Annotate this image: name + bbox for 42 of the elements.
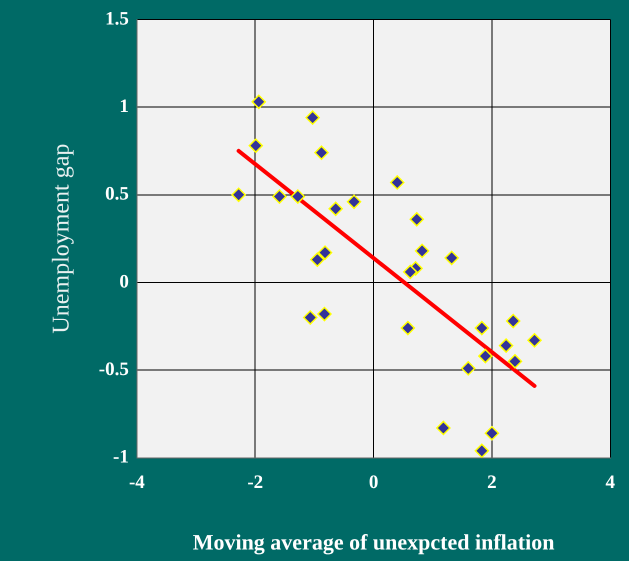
y-tick-label: 0.5 [105,184,129,205]
point [498,338,514,353]
y-tick-label: 0 [119,271,129,292]
x-tick-label: -2 [247,472,264,494]
point [474,320,490,336]
point [410,212,424,227]
x-tick-label: -4 [128,472,146,494]
point [272,189,287,204]
x-axis-title: Moving average of unexpcted inflation [192,529,554,554]
point [444,250,459,266]
point [252,94,266,110]
y-axis-title: Unemployment gap [48,144,75,334]
y-tick-label: -1 [113,446,129,468]
point [346,194,362,210]
y-tick-label: -0.5 [98,359,129,380]
point [305,110,320,125]
point [314,145,329,160]
point [484,426,500,440]
point [390,175,404,190]
point [318,245,332,260]
point [506,314,520,328]
point [508,354,522,369]
point [403,264,418,280]
point [310,252,325,267]
point [460,361,476,376]
point [478,348,493,364]
x-tick-label: 2 [487,472,497,494]
point [303,310,318,325]
point [474,444,490,458]
point [527,333,542,348]
y-tick-label: 1 [119,96,129,117]
x-tick-label: 0 [368,472,378,494]
point [436,420,451,436]
point [400,320,416,336]
y-tick-label: 1.5 [105,8,129,30]
point [317,306,332,322]
point [414,244,430,258]
point [290,189,306,204]
point [231,188,246,202]
x-tick-label: 4 [606,472,616,494]
point [248,138,264,153]
point [328,202,343,216]
